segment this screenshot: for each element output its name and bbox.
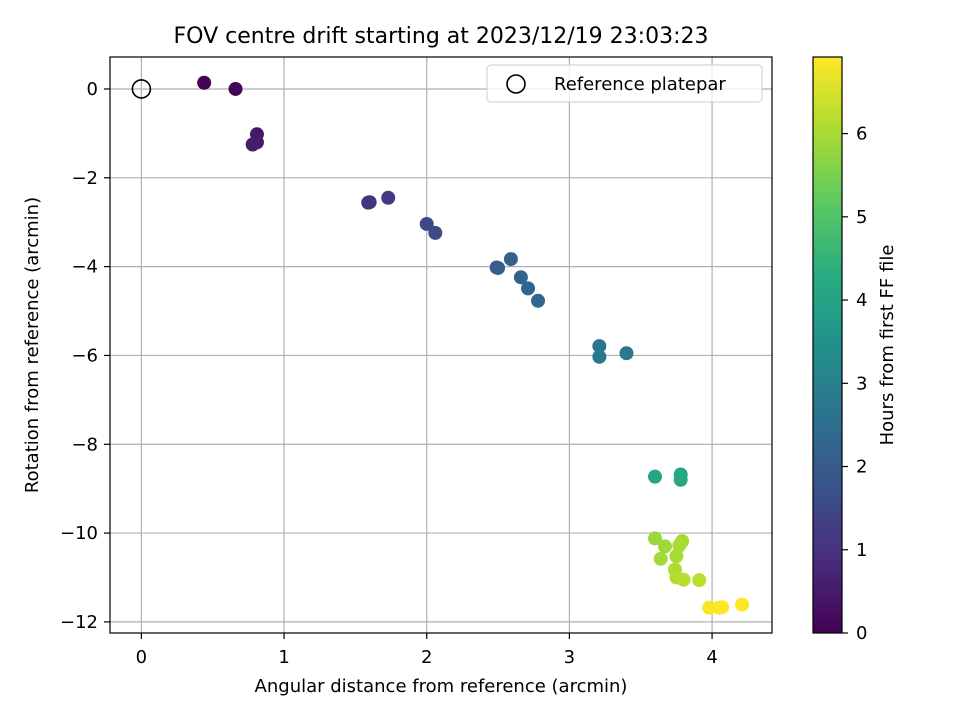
x-tick-label: 0 <box>136 647 147 668</box>
colorbar-gradient <box>812 56 843 634</box>
data-point <box>648 469 663 484</box>
data-point <box>381 190 396 205</box>
data-point <box>513 270 528 285</box>
data-point <box>521 281 536 296</box>
data-point <box>702 600 717 615</box>
x-axis-label: Angular distance from reference (arcmin) <box>255 676 628 697</box>
data-point <box>673 472 688 487</box>
colorbar-tick-label: 6 <box>856 124 867 145</box>
data-point <box>592 339 607 354</box>
x-tick-label: 1 <box>278 647 289 668</box>
data-point <box>362 195 377 210</box>
data-point <box>228 81 243 96</box>
data-point <box>419 216 434 231</box>
y-tick-label: −8 <box>71 434 98 455</box>
data-point <box>592 349 607 364</box>
x-ticks: 0 1 2 3 4 <box>136 633 718 668</box>
colorbar-tick-label: 0 <box>856 623 867 644</box>
plot-frame <box>109 56 773 634</box>
data-point <box>531 293 546 308</box>
chart-title: FOV centre drift starting at 2023/12/19 … <box>174 24 709 49</box>
y-tick-label: 0 <box>87 79 98 100</box>
legend-box <box>486 64 763 103</box>
plot-area: 0 1 2 3 4 0 −2 −4 −6 −8 −10 −12 Reference platepar <box>60 56 773 668</box>
data-point <box>735 597 750 612</box>
y-ticks: 0 −2 −4 −6 −8 −10 −12 <box>60 79 110 633</box>
data-point <box>648 531 663 546</box>
data-point <box>669 549 684 564</box>
data-point <box>715 600 730 615</box>
data-point <box>245 137 260 152</box>
data-point <box>428 225 443 240</box>
data-point <box>653 551 668 566</box>
data-point <box>197 75 212 90</box>
colorbar-tick-label: 3 <box>856 373 867 394</box>
y-tick-label: −4 <box>71 257 98 278</box>
data-point <box>491 260 506 275</box>
y-axis-label: Rotation from reference (arcmin) <box>22 197 43 493</box>
legend: Reference platepar <box>486 64 763 103</box>
data-point <box>676 572 691 587</box>
y-tick-label: −12 <box>60 612 98 633</box>
data-point <box>503 252 518 267</box>
colorbar-ticks: 0 1 2 3 4 5 6 <box>842 124 867 644</box>
x-tick-label: 2 <box>421 647 432 668</box>
data-points <box>197 75 750 615</box>
colorbar-tick-label: 4 <box>856 290 867 311</box>
y-tick-label: −2 <box>71 168 98 189</box>
data-point <box>672 538 687 553</box>
colorbar-tick-label: 1 <box>856 540 867 561</box>
legend-label: Reference platepar <box>554 74 726 95</box>
y-tick-label: −6 <box>71 345 98 366</box>
colorbar-tick-label: 2 <box>856 457 867 478</box>
data-point <box>657 539 672 554</box>
x-tick-label: 3 <box>564 647 575 668</box>
y-tick-label: −10 <box>60 523 98 544</box>
data-point <box>692 573 707 588</box>
colorbar-tick-label: 5 <box>856 207 867 228</box>
data-point <box>619 346 634 361</box>
colorbar-label: Hours from first FF file <box>877 245 898 446</box>
x-tick-label: 4 <box>706 647 717 668</box>
grid <box>110 57 772 633</box>
reference-marker <box>131 79 152 99</box>
legend-marker <box>506 74 526 94</box>
colorbar: 0 1 2 3 4 5 6 Hours from first FF file <box>812 56 898 644</box>
